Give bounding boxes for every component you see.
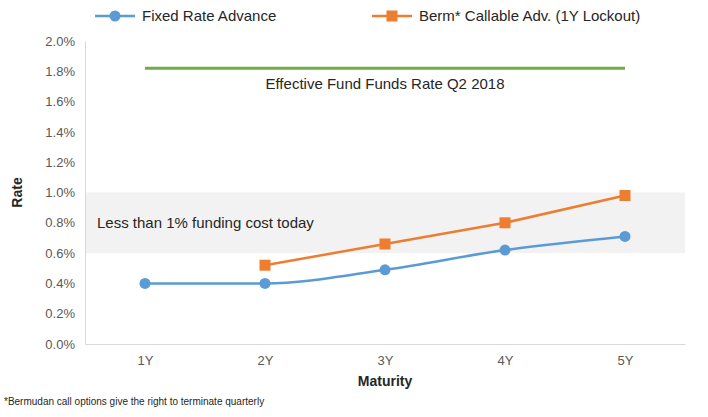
x-tick: 4Y: [498, 344, 514, 368]
y-tick: 1.6%: [45, 94, 85, 109]
reference-line-label: Effective Fund Funds Rate Q2 2018: [265, 75, 504, 92]
x-axis-title: Maturity: [358, 373, 413, 389]
x-tick-label: 5Y: [618, 353, 634, 368]
y-tick: 1.4%: [45, 125, 85, 140]
x-tick: 1Y: [138, 344, 154, 368]
y-tick-label: 0.6%: [45, 246, 75, 261]
x-tick-label: 4Y: [498, 353, 514, 368]
y-axis-title: Rate: [9, 177, 25, 208]
y-axis-line: [85, 42, 86, 345]
x-axis-line: [86, 344, 686, 345]
legend-label: Fixed Rate Advance: [142, 7, 276, 24]
plot-area: [140, 68, 631, 289]
series-marker: [260, 278, 271, 289]
series-marker: [380, 239, 391, 250]
legend-marker: [110, 11, 121, 22]
x-tick-label: 1Y: [138, 353, 154, 368]
y-tick-label: 2.0%: [45, 34, 75, 49]
series-marker: [500, 217, 511, 228]
reference-line: [145, 67, 625, 70]
legend-item: Berm* Callable Adv. (1Y Lockout): [372, 7, 640, 24]
x-tick-label: 2Y: [258, 353, 274, 368]
x-axis: 1Y 2Y 3Y 4Y 5Y: [86, 344, 686, 368]
legend-label: Berm* Callable Adv. (1Y Lockout): [419, 7, 640, 24]
y-tick: 0.4%: [45, 276, 85, 291]
y-tick: 2.0%: [45, 34, 85, 49]
y-tick-label: 1.6%: [45, 94, 75, 109]
y-tick-label: 0.0%: [45, 337, 75, 352]
x-tick: 2Y: [258, 344, 274, 368]
y-tick: 0.0%: [45, 337, 85, 352]
legend-marker: [387, 11, 398, 22]
y-tick-label: 0.2%: [45, 306, 75, 321]
series-marker: [620, 231, 631, 242]
y-tick-label: 0.8%: [45, 215, 75, 230]
y-tick: 0.6%: [45, 246, 85, 261]
x-tick: 3Y: [378, 344, 394, 368]
x-tick: 5Y: [618, 344, 634, 368]
legend: Fixed Rate Advance Berm* Callable Adv. (1…: [95, 7, 640, 24]
series-line: [265, 196, 625, 266]
band-label: Less than 1% funding cost today: [97, 214, 314, 231]
footnote: *Bermudan call options give the right to…: [4, 396, 264, 407]
y-tick: 1.8%: [45, 64, 85, 79]
y-tick: 0.8%: [45, 215, 85, 230]
legend-item: Fixed Rate Advance: [95, 7, 276, 24]
y-axis: 0.0% 0.2% 0.4% 0.6% 0.8% 1.0% 1.2% 1.4% 1.6% 1.8%…: [45, 34, 85, 352]
chart: Less than 1% funding cost today0.0%0.2%0…: [0, 0, 708, 417]
series-marker: [380, 264, 391, 275]
y-tick: 1.0%: [45, 185, 85, 200]
series-line: [145, 236, 625, 283]
y-tick-label: 1.4%: [45, 125, 75, 140]
series-marker: [620, 190, 631, 201]
x-tick-label: 3Y: [378, 353, 394, 368]
series-marker: [140, 278, 151, 289]
series-marker: [260, 260, 271, 271]
y-tick-label: 1.2%: [45, 155, 75, 170]
y-tick: 0.2%: [45, 306, 85, 321]
y-tick-label: 1.8%: [45, 64, 75, 79]
y-tick-label: 1.0%: [45, 185, 75, 200]
y-tick: 1.2%: [45, 155, 85, 170]
series-marker: [500, 245, 511, 256]
y-tick-label: 0.4%: [45, 276, 75, 291]
